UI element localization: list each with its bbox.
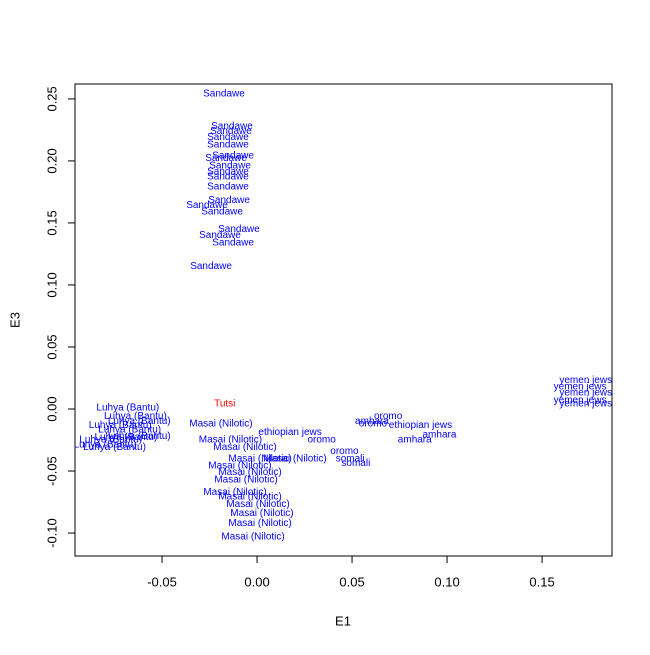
point-label: Masai (Nilotic) bbox=[208, 461, 271, 472]
point-label: Masai (Nilotic) bbox=[189, 419, 252, 430]
point-label: Tutsi bbox=[214, 399, 235, 410]
point-label: Masai (Nilotic) bbox=[213, 442, 276, 453]
x-tick-label: 0.05 bbox=[339, 574, 364, 589]
point-label: Sandawe bbox=[207, 167, 249, 178]
point-label: Masai (Nilotic) bbox=[218, 467, 281, 478]
point-label: somali bbox=[341, 458, 370, 469]
point-label: Masai (Nilotic) bbox=[221, 531, 284, 542]
point-label: Luhya (Bantu) bbox=[95, 432, 158, 443]
point-label: Sandawe bbox=[211, 121, 253, 132]
point-label: Masai (Nilotic) bbox=[228, 453, 291, 464]
point-label: Sandawe bbox=[207, 132, 249, 143]
point-label: Sandawe bbox=[208, 195, 250, 206]
point-label: Sandawe bbox=[209, 161, 251, 172]
point-label: Luhya (Bantu) bbox=[83, 442, 146, 453]
y-tick-label: 0.25 bbox=[44, 86, 59, 111]
point-label: Masai (Nilotic) bbox=[203, 487, 266, 498]
point-label: Luhya (Bantu) bbox=[89, 420, 152, 431]
y-tick-label: 0.15 bbox=[44, 210, 59, 235]
point-label: Masai (Nilotic) bbox=[214, 474, 277, 485]
point-label: ethiopian jews bbox=[258, 427, 321, 438]
x-tick-label: 0.00 bbox=[244, 574, 269, 589]
point-label: yemen jews bbox=[554, 395, 607, 406]
point-label: ethiopian jews bbox=[389, 420, 452, 431]
point-label: Sandawe bbox=[212, 237, 254, 248]
point-label: yemen jews bbox=[559, 388, 612, 399]
point-label: Masai (Nilotic) bbox=[230, 508, 293, 519]
point-label: Luhya (Bantu) bbox=[98, 425, 161, 436]
point-label: Masai (Nilotic) bbox=[226, 499, 289, 510]
point-label: Sandawe bbox=[207, 172, 249, 183]
point-label: Sandawe bbox=[203, 89, 245, 100]
plot-box bbox=[74, 83, 613, 557]
y-tick-label: 0.10 bbox=[44, 272, 59, 297]
point-label: amhara bbox=[398, 435, 432, 446]
point-label: Luhya (Bantu) bbox=[96, 402, 159, 413]
point-label: Sandawe bbox=[205, 153, 247, 164]
x-tick-label: -0.05 bbox=[147, 574, 177, 589]
point-label: yemen jews bbox=[559, 375, 612, 386]
point-label: Sandawe bbox=[207, 139, 249, 150]
point-label: Sandawe bbox=[210, 126, 252, 137]
points: SandaweSandaweSandaweSandaweSandaweSanda… bbox=[74, 89, 612, 543]
point-label: Sandawe bbox=[186, 200, 228, 211]
point-label: oromo bbox=[374, 411, 403, 422]
point-label: yemen jews bbox=[559, 399, 612, 410]
y-tick-label: 0.00 bbox=[44, 396, 59, 421]
point-label: Luhya (Bantu) bbox=[79, 435, 142, 446]
point-label: Sandawe bbox=[199, 230, 241, 241]
y-axis-label: E3 bbox=[7, 312, 22, 328]
point-label: Masai (Nilotic) bbox=[263, 453, 326, 464]
y-tick-label: -0.05 bbox=[44, 456, 59, 486]
point-label: oromo bbox=[359, 419, 388, 430]
point-label: yemen jews bbox=[554, 381, 607, 392]
point-label: Sandawe bbox=[207, 182, 249, 193]
point-label: Sandawe bbox=[190, 261, 232, 272]
x-axis-label: E1 bbox=[335, 613, 351, 628]
y-tick-label: 0.20 bbox=[44, 148, 59, 173]
point-label: Masai (Nilotic) bbox=[228, 518, 291, 529]
y-tick-label: -0.10 bbox=[44, 518, 59, 548]
y-tick-label: 0.05 bbox=[44, 334, 59, 359]
point-label: amhara bbox=[423, 430, 457, 441]
point-label: Sandawe bbox=[201, 206, 243, 217]
point-label: Sandawe bbox=[218, 224, 260, 235]
point-label: Masai (Nilotic) bbox=[218, 492, 281, 503]
point-label: Sandawe bbox=[212, 151, 254, 162]
point-label: Luhya (Bantu) bbox=[74, 440, 137, 451]
point-label: Luhya (Bantu) bbox=[104, 411, 167, 422]
point-label: Masai (Nilotic) bbox=[199, 435, 262, 446]
x-tick-label: 0.10 bbox=[434, 574, 459, 589]
point-label: oromo bbox=[307, 435, 336, 446]
point-label: Luhya (Bantu) bbox=[108, 416, 171, 427]
point-label: somali bbox=[336, 453, 365, 464]
point-label: oromo bbox=[330, 446, 359, 457]
x-tick-label: 0.15 bbox=[529, 574, 554, 589]
point-label: amhara bbox=[355, 416, 389, 427]
point-label: Luhya (Bantu) bbox=[108, 431, 171, 442]
